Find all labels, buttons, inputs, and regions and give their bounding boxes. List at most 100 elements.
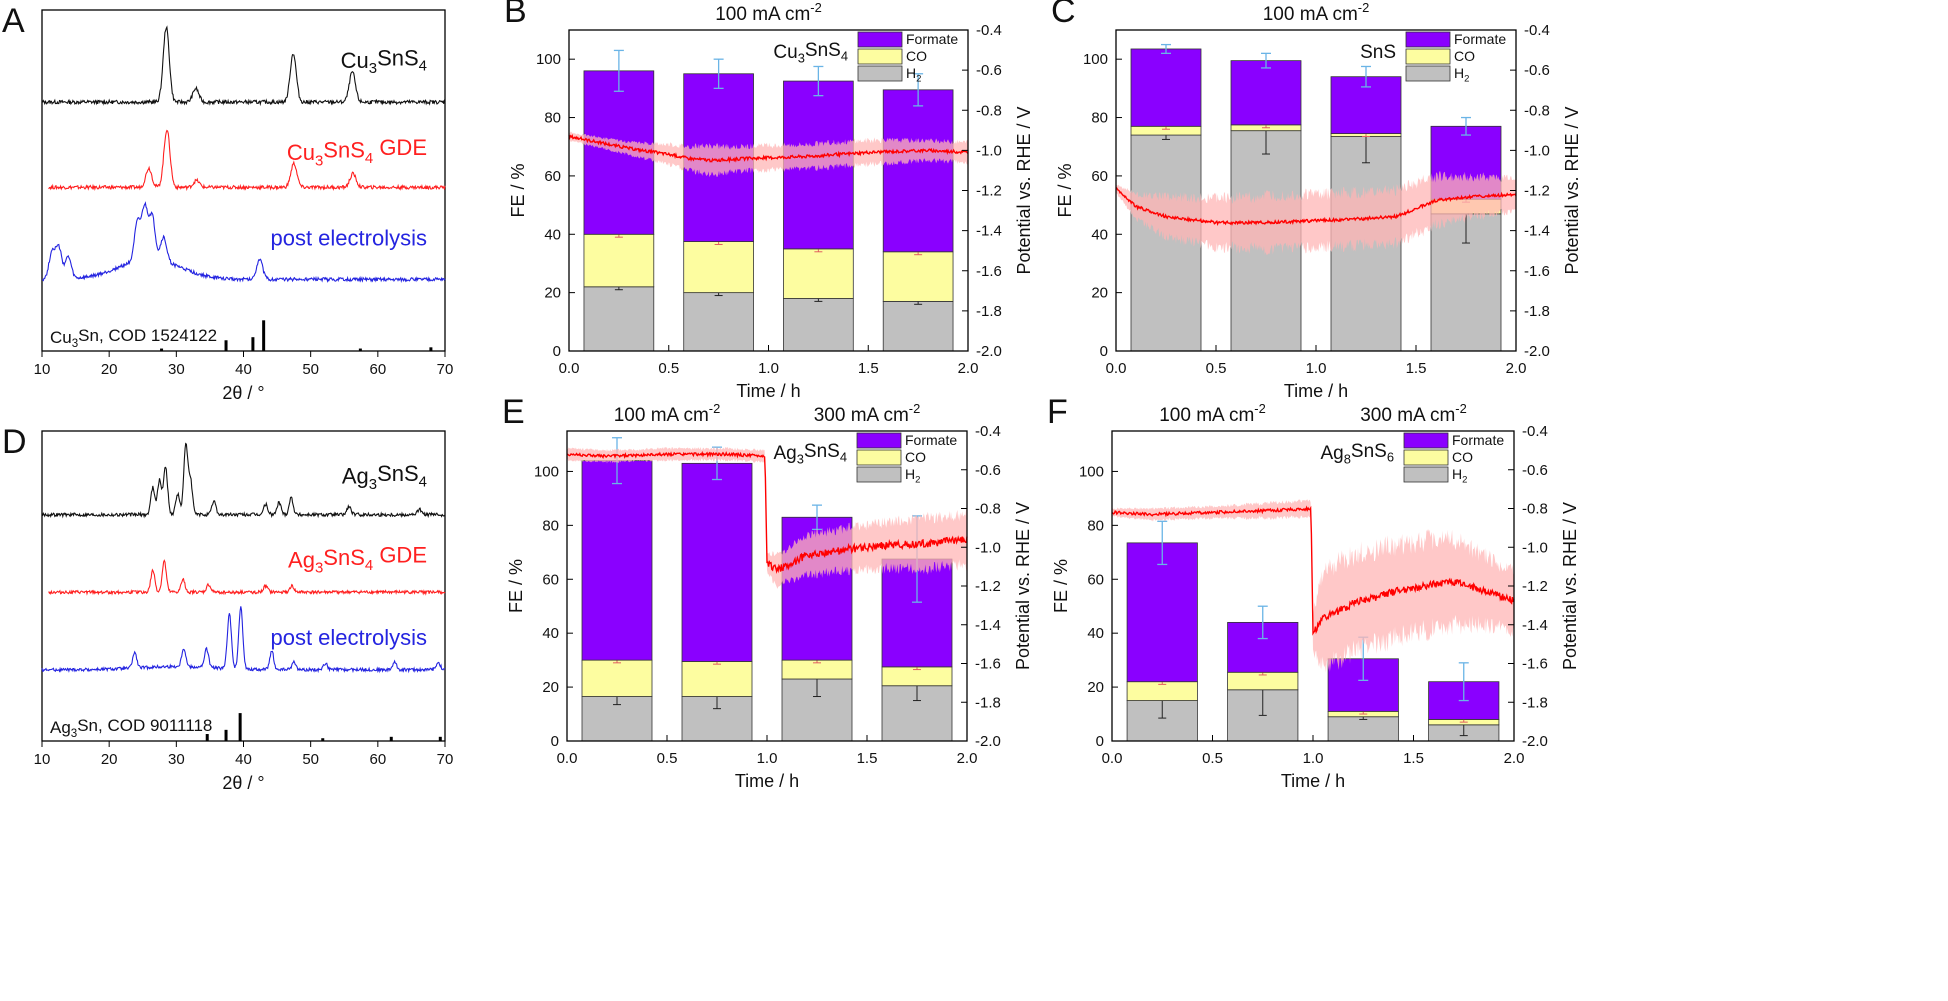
x-axis-label: 2θ / °: [222, 773, 264, 793]
x-tick-label: 20: [101, 361, 118, 378]
legend-swatch: [856, 432, 902, 449]
y2-tick-label: -2.0: [1522, 733, 1548, 750]
bar-segment-formate: [882, 89, 954, 253]
x-tick-label: 2.0: [1504, 750, 1525, 767]
legend-label: H2: [906, 65, 921, 84]
y-tick-label: 20: [1087, 679, 1104, 696]
potential-trace: [1115, 187, 1517, 226]
x-tick-label: 1.0: [757, 750, 778, 767]
bar-segment-co: [581, 659, 653, 697]
y-tick-label: 60: [1091, 168, 1108, 185]
bar-segment-h2: [783, 298, 854, 352]
bar-segment-formate: [1130, 48, 1202, 127]
y-tick-label: 40: [1087, 625, 1104, 642]
y2-tick-label: -0.6: [976, 62, 1002, 79]
y-tick-label: 80: [544, 110, 561, 127]
y-axis-label: FE / %: [508, 163, 528, 217]
y-tick-label: 100: [1083, 51, 1108, 68]
legend-label-part: Formate: [1452, 432, 1504, 448]
chart-title-2: 300 mA cm-2: [814, 401, 921, 426]
x-tick-label: 20: [101, 751, 118, 768]
xrd-pattern-1: [48, 559, 446, 596]
legend-swatch: [856, 449, 902, 466]
sample-label-part: SnS: [1351, 441, 1387, 462]
legend-label-part: 2: [915, 474, 920, 485]
legend-label-part: Formate: [906, 31, 958, 47]
y2-tick-label: -2.0: [975, 733, 1001, 750]
legend-label: Formate: [1454, 31, 1506, 47]
bar-segment-formate: [1230, 60, 1302, 126]
y2-tick-label: -0.6: [975, 462, 1001, 479]
reference-label-part: Sn, COD 9011118: [77, 716, 212, 735]
xrd-series-label-part: 4: [419, 58, 427, 75]
panel-letter: F: [1047, 393, 1068, 431]
legend-label-part: H: [905, 466, 915, 482]
xrd-series-label-part: GDE: [373, 135, 427, 160]
potential-error-band: [569, 131, 968, 178]
potential-trace: [566, 450, 968, 575]
y-tick-label: 100: [1079, 463, 1104, 480]
reference-label-part: 3: [71, 728, 77, 740]
x-tick-label: 1.0: [1306, 360, 1327, 377]
legend-swatch: [1405, 65, 1451, 82]
x-axis-label: 2θ / °: [222, 383, 264, 403]
x-tick-label: 40: [235, 361, 252, 378]
x-tick-label: 10: [34, 361, 51, 378]
bar-segment-formate: [681, 462, 753, 662]
x-tick-label: 60: [369, 751, 386, 768]
sample-label-part: Ag: [773, 443, 796, 464]
xrd-pattern-1: [48, 129, 446, 192]
y2-tick-label: -0.4: [975, 423, 1001, 440]
y-tick-label: 80: [1091, 110, 1108, 127]
xrd-series-label-part: post electrolysis: [270, 625, 427, 650]
x-tick-label: 1.5: [858, 360, 879, 377]
sample-label-part: 3: [797, 452, 804, 467]
legend-label-part: CO: [906, 48, 927, 64]
y2-tick-label: -0.8: [1522, 501, 1548, 518]
potential-error-band: [1116, 170, 1516, 255]
y2-tick-label: -1.2: [1522, 578, 1548, 595]
x-tick-label: 0.0: [1102, 750, 1123, 767]
y-tick-label: 40: [542, 625, 559, 642]
legend-label: H2: [905, 466, 920, 485]
x-tick-label: 1.5: [1403, 750, 1424, 767]
y2-tick-label: -1.4: [1524, 223, 1550, 240]
y2-tick-label: -1.0: [1524, 142, 1550, 159]
chart-title-2-part: -2: [1455, 401, 1466, 416]
y2-tick-label: -0.6: [1522, 462, 1548, 479]
legend-label: Formate: [1452, 432, 1504, 448]
bar-segment-h2: [1130, 134, 1202, 352]
legend-swatch: [857, 31, 903, 48]
y2-tick-label: -0.4: [976, 22, 1002, 39]
reference-label-part: Sn, COD 1524122: [78, 326, 217, 345]
legend-label: CO: [905, 449, 926, 465]
sample-label-part: SnS: [1360, 42, 1396, 63]
y2-tick-label: -1.0: [1522, 539, 1548, 556]
chart-title: 100 mA cm-2: [715, 0, 822, 25]
x-tick-label: 50: [302, 361, 319, 378]
xrd-series-label-part: SnS: [377, 461, 419, 486]
chart-title-2-part: 300 mA cm: [814, 405, 909, 426]
xrd-series-label-part: SnS: [323, 545, 365, 570]
y2-tick-label: -0.8: [1524, 102, 1550, 119]
y2-axis-label: Potential vs. RHE / V: [1013, 502, 1033, 670]
y-tick-label: 60: [544, 168, 561, 185]
x-tick-label: 10: [34, 751, 51, 768]
chart-title-part: 100 mA cm: [1159, 405, 1254, 426]
reference-label: Ag3Sn, COD 9011118: [50, 716, 212, 740]
xrd-series-label: Cu3SnS4 GDE: [287, 135, 427, 169]
chart-title-part: 100 mA cm: [1263, 4, 1358, 25]
bar-segment-co: [583, 233, 655, 288]
sample-label: SnS: [1360, 42, 1396, 63]
legend-label: CO: [1452, 449, 1473, 465]
y-tick-label: 80: [1087, 517, 1104, 534]
y2-tick-label: -1.6: [1522, 656, 1548, 673]
x-tick-label: 0.5: [1206, 360, 1227, 377]
sample-label-part: 6: [1387, 449, 1394, 464]
y2-tick-label: -0.4: [1524, 22, 1550, 39]
xrd-series-label-part: 4: [419, 473, 427, 490]
x-tick-label: 0.5: [657, 750, 678, 767]
legend-label: H2: [1452, 466, 1467, 485]
